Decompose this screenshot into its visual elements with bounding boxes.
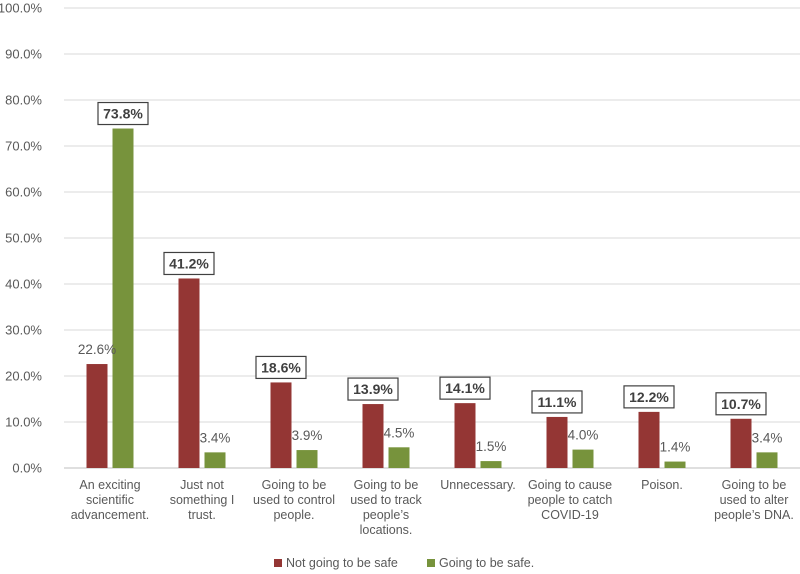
data-label: 4.0% bbox=[568, 428, 599, 443]
data-label-box bbox=[97, 101, 149, 126]
bar-not-safe bbox=[638, 411, 660, 468]
category-label: Going to be used to control people. bbox=[253, 478, 335, 522]
data-label-box bbox=[163, 251, 215, 276]
data-label-box bbox=[623, 385, 675, 409]
y-tick-label: 60.0% bbox=[5, 185, 42, 200]
category-label: Going to cause people to catch COVID-19 bbox=[528, 478, 613, 522]
category-label: Unnecessary. bbox=[440, 478, 516, 492]
data-label-box bbox=[439, 376, 491, 400]
data-label: 3.4% bbox=[200, 430, 231, 445]
data-label: 13.9% bbox=[353, 381, 393, 397]
data-label: 41.2% bbox=[169, 255, 209, 271]
category-label: Going to be used to track people’s location… bbox=[350, 478, 422, 537]
data-label: 4.5% bbox=[384, 425, 415, 440]
category-label: Poison. bbox=[641, 478, 683, 492]
y-tick-label: 0.0% bbox=[12, 461, 42, 476]
data-label: 3.9% bbox=[292, 428, 323, 443]
data-label: 1.4% bbox=[660, 440, 691, 455]
bar-safe bbox=[480, 461, 502, 468]
data-label: 73.8% bbox=[103, 106, 143, 122]
bar-not-safe bbox=[86, 364, 108, 468]
y-tick-label: 70.0% bbox=[5, 139, 42, 154]
y-axis-ticks: 0.0% 10.0% 20.0% 30.0% 40.0% 50.0% 60.0% 70.0% 8… bbox=[0, 1, 42, 476]
bar-not-safe bbox=[454, 403, 476, 468]
y-tick-label: 100.0% bbox=[0, 1, 42, 16]
data-label-box bbox=[347, 377, 399, 401]
legend-swatch bbox=[274, 559, 282, 567]
data-label-box bbox=[715, 392, 767, 416]
y-tick-label: 80.0% bbox=[5, 93, 42, 108]
y-tick-label: 10.0% bbox=[5, 415, 42, 430]
category-labels: An exciting scientific advancement. Just no… bbox=[71, 478, 794, 537]
data-label: 12.2% bbox=[629, 389, 669, 405]
bar-safe bbox=[388, 447, 410, 468]
bar-safe bbox=[112, 128, 134, 468]
bar-safe bbox=[756, 452, 778, 468]
bar-safe bbox=[664, 461, 686, 468]
legend: Not going to be safe Going to be safe. bbox=[274, 556, 534, 570]
data-label-box bbox=[255, 355, 307, 380]
bar-safe bbox=[204, 452, 226, 468]
legend-label: Going to be safe. bbox=[439, 556, 534, 570]
bar-safe bbox=[296, 450, 318, 468]
bar-not-safe bbox=[546, 416, 568, 468]
data-label: 18.6% bbox=[261, 359, 301, 375]
category-label: Going to be used to alter people’s DNA. bbox=[714, 478, 794, 522]
data-label: 10.7% bbox=[721, 396, 761, 412]
data-labels: 22.6% 41.2% 18.6% 13.9% 14.1% 11.1% 12.2% 10.7%… bbox=[78, 101, 783, 455]
bar-safe bbox=[572, 449, 594, 468]
bar-not-safe bbox=[362, 404, 384, 468]
y-tick-label: 20.0% bbox=[5, 369, 42, 384]
y-tick-label: 30.0% bbox=[5, 323, 42, 338]
data-label: 3.4% bbox=[752, 430, 783, 445]
y-tick-label: 90.0% bbox=[5, 47, 42, 62]
gridlines bbox=[64, 7, 800, 469]
legend-label: Not going to be safe bbox=[286, 556, 398, 570]
data-label: 11.1% bbox=[538, 394, 577, 410]
y-tick-label: 40.0% bbox=[5, 277, 42, 292]
bar-not-safe bbox=[270, 382, 292, 468]
bar-not-safe bbox=[178, 278, 200, 468]
legend-swatch bbox=[427, 559, 435, 567]
data-label: 14.1% bbox=[445, 380, 485, 396]
category-label: An exciting scientific advancement. bbox=[71, 478, 150, 522]
y-tick-label: 50.0% bbox=[5, 231, 42, 246]
data-label: 22.6% bbox=[78, 342, 116, 357]
bar-not-safe bbox=[730, 418, 752, 468]
data-label-box bbox=[531, 390, 583, 414]
bars bbox=[86, 128, 778, 468]
data-label: 1.5% bbox=[476, 439, 507, 454]
